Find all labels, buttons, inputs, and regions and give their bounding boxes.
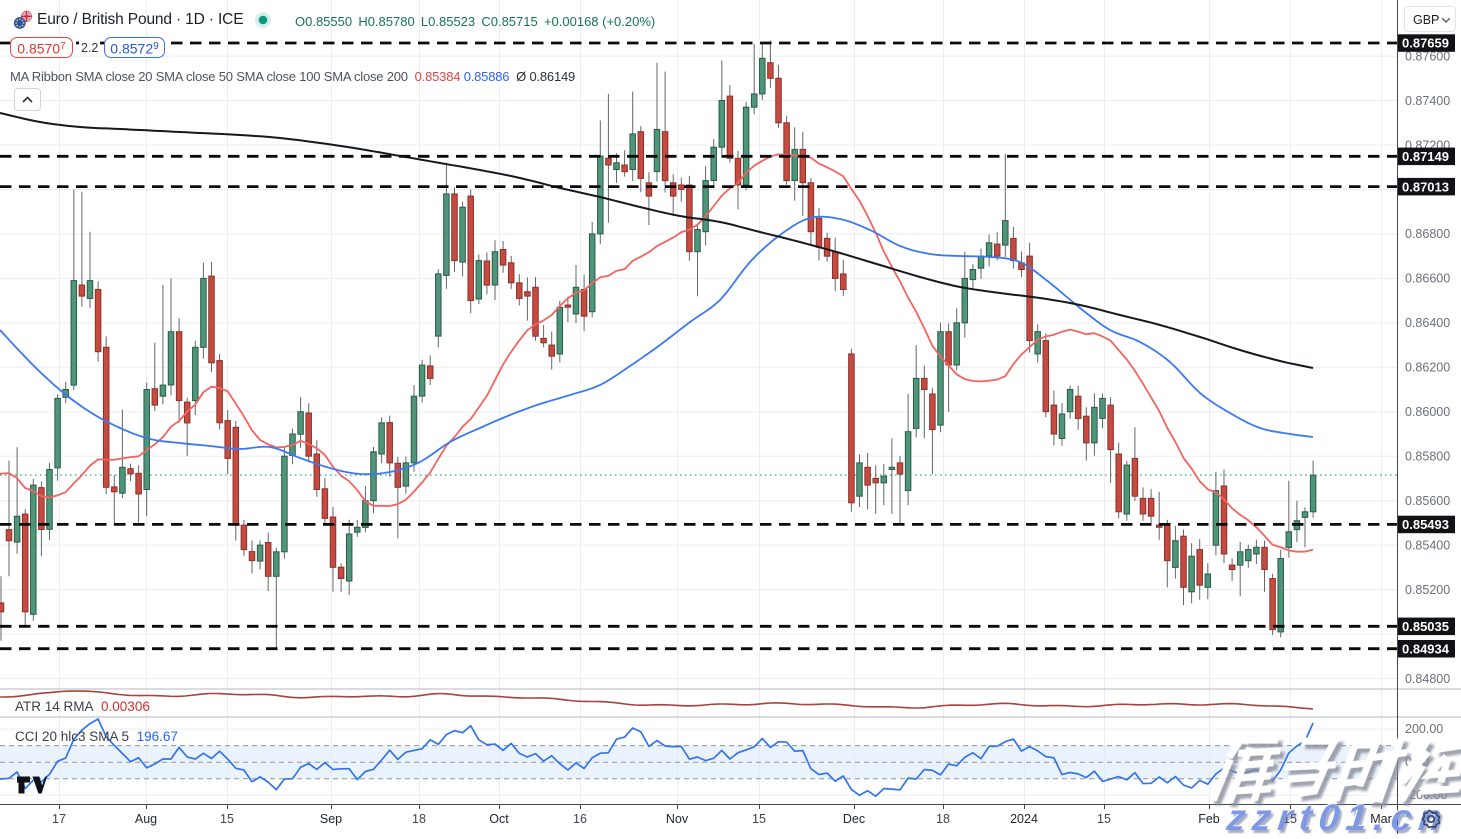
svg-text:2024: 2024 bbox=[1010, 812, 1038, 826]
svg-text:0.85200: 0.85200 bbox=[1405, 583, 1450, 597]
svg-text:0.86400: 0.86400 bbox=[1405, 316, 1450, 330]
svg-text:Feb: Feb bbox=[1198, 812, 1220, 826]
svg-text:0.84934: 0.84934 bbox=[1402, 641, 1450, 656]
svg-text:0.86000: 0.86000 bbox=[1405, 405, 1450, 419]
svg-text:0.86800: 0.86800 bbox=[1405, 227, 1450, 241]
svg-text:0.87659: 0.87659 bbox=[1402, 36, 1449, 51]
svg-text:200.00: 200.00 bbox=[1405, 722, 1443, 736]
svg-text:Sep: Sep bbox=[320, 812, 342, 826]
svg-text:Nov: Nov bbox=[666, 812, 689, 826]
svg-text:Oct: Oct bbox=[489, 812, 509, 826]
svg-text:15: 15 bbox=[752, 812, 766, 826]
svg-text:0.87149: 0.87149 bbox=[1402, 149, 1449, 164]
svg-text:18: 18 bbox=[412, 812, 426, 826]
svg-text:Aug: Aug bbox=[135, 812, 157, 826]
svg-text:0.87400: 0.87400 bbox=[1405, 94, 1450, 108]
svg-text:0.84800: 0.84800 bbox=[1405, 672, 1450, 686]
svg-text:0.86600: 0.86600 bbox=[1405, 272, 1450, 286]
svg-text:0.85800: 0.85800 bbox=[1405, 450, 1450, 464]
svg-text:15: 15 bbox=[220, 812, 234, 826]
svg-text:0.85035: 0.85035 bbox=[1402, 619, 1449, 634]
svg-text:0.87600: 0.87600 bbox=[1405, 49, 1450, 63]
svg-text:0.85493: 0.85493 bbox=[1402, 517, 1449, 532]
svg-text:18: 18 bbox=[936, 812, 950, 826]
svg-text:0.85600: 0.85600 bbox=[1405, 494, 1450, 508]
svg-text:Dec: Dec bbox=[843, 812, 865, 826]
svg-text:0.86200: 0.86200 bbox=[1405, 361, 1450, 375]
svg-text:16: 16 bbox=[573, 812, 587, 826]
svg-text:0.87013: 0.87013 bbox=[1402, 179, 1449, 194]
svg-text:Mar: Mar bbox=[1370, 812, 1392, 826]
svg-text:17: 17 bbox=[52, 812, 66, 826]
svg-text:15: 15 bbox=[1097, 812, 1111, 826]
svg-text:0.85400: 0.85400 bbox=[1405, 538, 1450, 552]
svg-text:15: 15 bbox=[1283, 812, 1297, 826]
